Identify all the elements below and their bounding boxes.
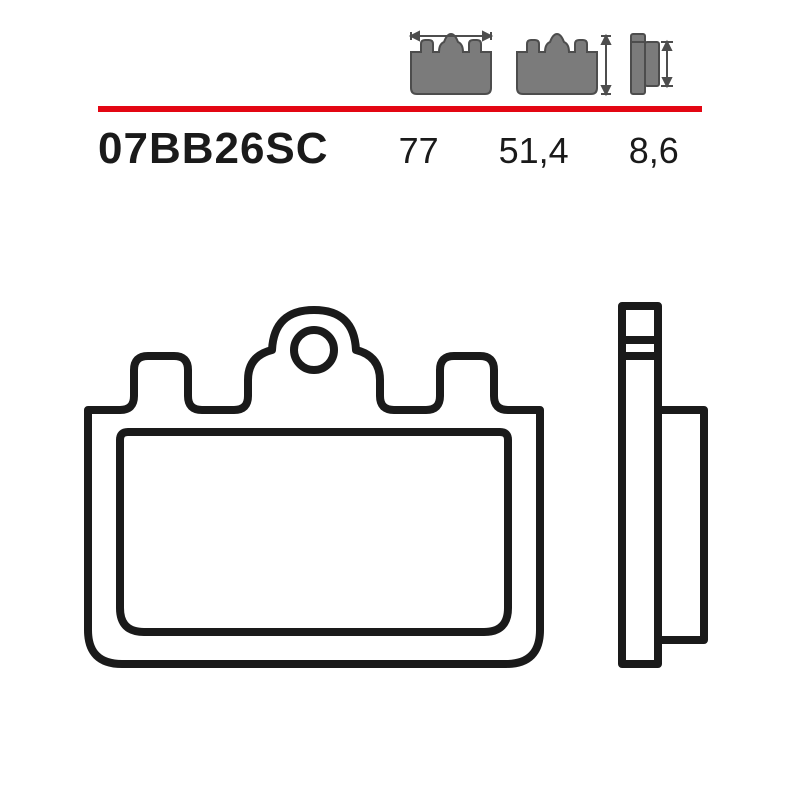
- pad-thickness-icon: [627, 28, 685, 98]
- brake-pad-front-view: [88, 310, 540, 664]
- dimension-icons-row: [405, 28, 685, 98]
- part-number: 07BB26SC: [98, 124, 329, 174]
- dim-width: 77: [399, 130, 439, 172]
- pad-height-icon: [511, 28, 613, 98]
- spec-row: 07BB26SC 77 51,4 8,6: [98, 124, 702, 174]
- dim-height: 51,4: [499, 130, 569, 172]
- pad-width-icon: [405, 28, 497, 98]
- accent-divider: [98, 106, 702, 112]
- technical-drawings: [0, 210, 800, 800]
- dim-thickness: 8,6: [629, 130, 679, 172]
- brake-pad-side-view: [622, 306, 704, 664]
